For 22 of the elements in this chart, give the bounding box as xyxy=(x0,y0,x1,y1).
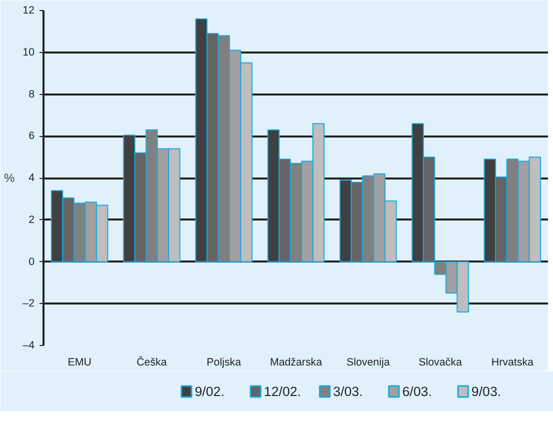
legend-label: 12/02. xyxy=(264,384,301,399)
y-axis-title: % xyxy=(4,171,15,185)
x-tick-label: EMU xyxy=(68,356,92,368)
x-tick-label: Češka xyxy=(136,356,167,368)
y-tick-label: 6 xyxy=(28,130,35,142)
x-tick-label: Hrvatska xyxy=(491,356,534,368)
y-tick-label: 12 xyxy=(22,4,35,16)
legend-label: 6/03. xyxy=(402,384,432,399)
y-tick-label: 2 xyxy=(28,214,35,226)
legend-label: 9/03. xyxy=(471,384,502,399)
y-tick-label: 10 xyxy=(22,46,35,58)
y-tick-label: –4 xyxy=(22,340,35,352)
legend-label: 9/02. xyxy=(194,384,224,399)
y-tick-label: 4 xyxy=(28,172,35,184)
y-tick-label: –2 xyxy=(22,298,35,310)
x-tick-label: Slovenija xyxy=(346,356,390,368)
legend-label: 3/03. xyxy=(333,384,363,399)
x-tick-label: Poljska xyxy=(206,356,242,368)
x-tick-label: Slovačka xyxy=(418,356,462,368)
y-tick-label: 8 xyxy=(28,88,35,100)
x-tick-label: Madžarska xyxy=(270,356,322,368)
y-tick-label: 0 xyxy=(28,256,35,268)
